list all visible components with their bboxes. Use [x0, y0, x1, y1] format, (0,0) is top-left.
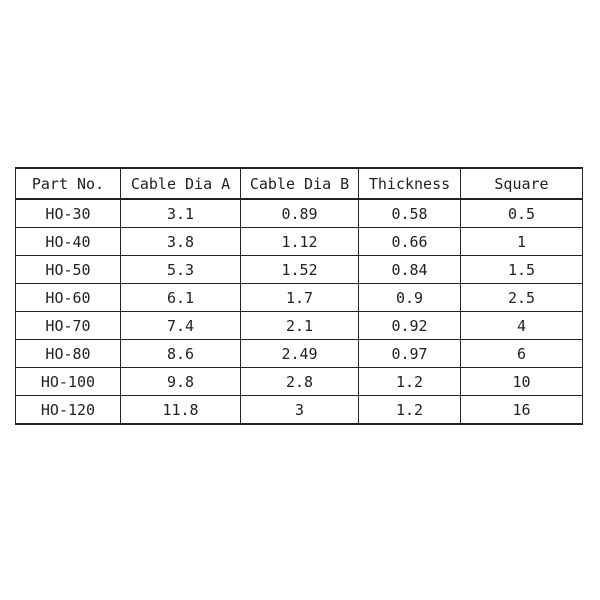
table-cell: HO-50: [15, 255, 121, 284]
table-cell: 0.89: [240, 198, 359, 228]
header-cell: Cable Dia B: [240, 167, 359, 200]
spec-table: Part No. Cable Dia A Cable Dia B Thickness S…: [15, 167, 583, 425]
table-cell: 3: [240, 395, 359, 425]
table-row: HO-60 6.1 1.7 0.9 2.5: [15, 283, 583, 312]
table-cell: 2.8: [240, 367, 359, 396]
table-cell: 2.5: [460, 283, 583, 312]
table-cell: HO-80: [15, 339, 121, 368]
header-cell: Thickness: [358, 167, 461, 200]
table-cell: HO-70: [15, 311, 121, 340]
table-row: HO-70 7.4 2.1 0.92 4: [15, 311, 583, 340]
table-cell: 0.97: [358, 339, 461, 368]
table-cell: 2.49: [240, 339, 359, 368]
table-row: HO-80 8.6 2.49 0.97 6: [15, 339, 583, 368]
header-row: Part No. Cable Dia A Cable Dia B Thickness S…: [15, 167, 583, 200]
table-row: HO-100 9.8 2.8 1.2 10: [15, 367, 583, 396]
table-cell: 3.1: [120, 198, 241, 228]
table-cell: 10: [460, 367, 583, 396]
table-cell: 0.5: [460, 198, 583, 228]
header-cell: Part No.: [15, 167, 121, 200]
table-cell: 5.3: [120, 255, 241, 284]
table-row: HO-30 3.1 0.89 0.58 0.5: [15, 198, 583, 228]
table-row: HO-40 3.8 1.12 0.66 1: [15, 227, 583, 256]
header-cell: Cable Dia A: [120, 167, 241, 200]
table-cell: 1.52: [240, 255, 359, 284]
table-cell: HO-60: [15, 283, 121, 312]
table-cell: 1.5: [460, 255, 583, 284]
table-cell: 1.12: [240, 227, 359, 256]
table-cell: HO-40: [15, 227, 121, 256]
table-cell: 0.58: [358, 198, 461, 228]
table-body: HO-30 3.1 0.89 0.58 0.5 HO-40 3.8 1.12 0.66 1 HO-5…: [15, 198, 583, 425]
table-cell: 6.1: [120, 283, 241, 312]
table-cell: 7.4: [120, 311, 241, 340]
table-cell: 0.9: [358, 283, 461, 312]
table-cell: 9.8: [120, 367, 241, 396]
table-row: HO-50 5.3 1.52 0.84 1.5: [15, 255, 583, 284]
table-cell: 11.8: [120, 395, 241, 425]
table-cell: 16: [460, 395, 583, 425]
table-cell: 0.84: [358, 255, 461, 284]
table-row: HO-120 11.8 3 1.2 16: [15, 395, 583, 425]
table-cell: 1.2: [358, 367, 461, 396]
table-cell: 8.6: [120, 339, 241, 368]
table-cell: 1.7: [240, 283, 359, 312]
table-cell: 0.92: [358, 311, 461, 340]
table-cell: 6: [460, 339, 583, 368]
table-cell: 1: [460, 227, 583, 256]
table-cell: 2.1: [240, 311, 359, 340]
table-cell: HO-120: [15, 395, 121, 425]
table-cell: 0.66: [358, 227, 461, 256]
table-cell: 4: [460, 311, 583, 340]
table-cell: HO-100: [15, 367, 121, 396]
table-cell: 1.2: [358, 395, 461, 425]
table-cell: HO-30: [15, 198, 121, 228]
table-cell: 3.8: [120, 227, 241, 256]
header-cell: Square: [460, 167, 583, 200]
